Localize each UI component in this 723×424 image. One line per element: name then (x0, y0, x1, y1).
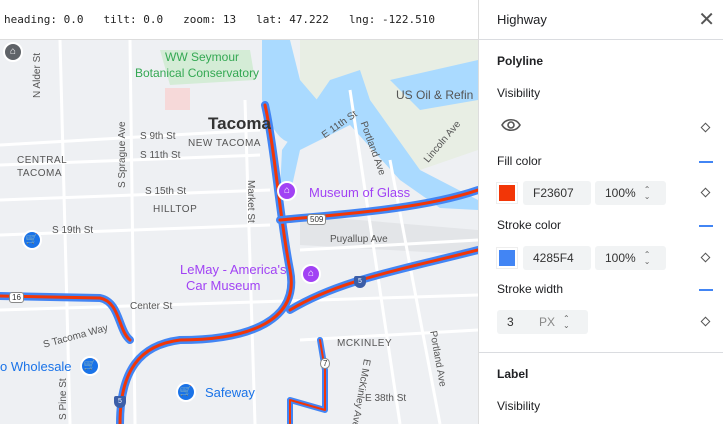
reset-dash-icon[interactable] (699, 161, 713, 163)
fill-hex-input[interactable]: F23607 (523, 181, 591, 205)
zoom-readout: zoom: 13 (183, 13, 237, 26)
water (280, 70, 478, 210)
stroke-width-value: 3 (507, 315, 514, 329)
poi-label[interactable]: o Wholesale (0, 359, 72, 374)
reset-dash-icon[interactable] (699, 289, 713, 291)
lng-readout: lng: -122.510 (348, 13, 436, 26)
streets (0, 40, 478, 424)
stroke-width-input[interactable]: 3 PX ⌃ ⌄ (497, 310, 588, 334)
district-label: NEW TACOMA (188, 138, 261, 149)
lat-readout: lat: 47.222 (256, 13, 329, 26)
style-panel: Highway ✕ Polyline Visibility Fill color… (478, 0, 723, 424)
section-heading: Polyline (497, 54, 544, 68)
route-shield-icon: 509 (307, 214, 327, 225)
section-heading: Label (497, 367, 529, 381)
fill-opacity-input[interactable]: 100% ⌃ ⌄ (595, 181, 666, 205)
museum-pin-icon[interactable]: ⌂ (277, 181, 297, 201)
label-visibility-label: Visibility (497, 399, 541, 413)
street-label: N Alder St (32, 52, 43, 98)
district-label: TACOMA (17, 168, 63, 179)
fill-color-swatch[interactable] (497, 183, 517, 203)
fill-color-label: Fill color (497, 154, 542, 168)
camera-status-bar: heading: 0.0 tilt: 0.0 zoom: 13 lat: 47.… (0, 0, 478, 40)
map-canvas[interactable]: WW Seymour Botanical Conservatory Tacoma… (0, 40, 478, 424)
highway-16 (0, 294, 132, 342)
park (160, 50, 255, 85)
panel-title: Highway (497, 12, 547, 27)
poi-label[interactable]: Botanical Conservatory (135, 66, 260, 80)
tilt-readout: tilt: 0.0 (103, 13, 164, 26)
interstate-shield-icon: 5 (114, 396, 126, 408)
street-label: Center St (130, 301, 173, 312)
street-label: S 15th St (145, 186, 187, 197)
stepper-icon[interactable]: ⌃ ⌄ (643, 185, 651, 201)
highway-509 (278, 188, 478, 222)
district-label: CENTRAL (17, 155, 68, 166)
street-label: S 9th St (140, 131, 176, 142)
unit-label: PX (539, 315, 556, 329)
stroke-color-swatch[interactable] (497, 248, 517, 268)
poi-label[interactable]: WW Seymour (165, 50, 240, 64)
stroke-opacity-input[interactable]: 100% ⌃ ⌄ (595, 246, 666, 270)
route-shield-icon: 7 (320, 358, 331, 369)
industrial (300, 215, 478, 255)
interstate-shield-icon: 5 (354, 276, 366, 288)
poi-label[interactable]: Car Museum (186, 278, 261, 293)
eye-icon[interactable] (501, 118, 713, 132)
stepper-icon[interactable]: ⌃ ⌄ (563, 314, 570, 330)
poi-label[interactable]: LeMay - America's (180, 262, 287, 277)
water (390, 60, 478, 110)
visibility-label: Visibility (497, 86, 541, 100)
district-label: MCKINLEY (337, 338, 393, 349)
shopping-pin-icon[interactable]: 🛒 (80, 356, 100, 376)
street-label: Market St (245, 180, 256, 223)
street-label: Puyallup Ave (330, 234, 388, 245)
street-label: S Pine St (58, 378, 69, 420)
heading-readout: heading: 0.0 (4, 13, 84, 26)
district-label: HILLTOP (153, 204, 198, 215)
poi-pin-icon[interactable]: ⌂ (3, 42, 23, 62)
street-label: S Sprague Ave (117, 121, 128, 188)
shopping-pin-icon[interactable]: 🛒 (176, 382, 196, 402)
highway-i5-east (288, 248, 478, 312)
stroke-color-label: Stroke color (497, 218, 562, 232)
park (165, 88, 190, 110)
fill-opacity-value: 100% (605, 186, 636, 200)
city-label: Tacoma (208, 114, 271, 133)
street-label: S 11th St (140, 150, 181, 161)
stroke-width-label: Stroke width (497, 282, 564, 296)
street-label: S 19th St (52, 225, 94, 236)
stepper-icon[interactable]: ⌃ ⌄ (643, 250, 651, 266)
museum-pin-icon[interactable]: ⌂ (301, 264, 321, 284)
reset-dash-icon[interactable] (699, 225, 713, 227)
poi-label[interactable]: Museum of Glass (309, 185, 411, 200)
shopping-pin-icon[interactable]: 🛒 (22, 230, 42, 250)
street-label: E 38th St (365, 393, 407, 404)
stroke-opacity-value: 100% (605, 251, 636, 265)
poi-label[interactable]: US Oil & Refin (396, 88, 474, 102)
stroke-hex-input[interactable]: 4285F4 (523, 246, 591, 270)
poi-label[interactable]: Safeway (205, 385, 255, 400)
close-icon[interactable]: ✕ (698, 9, 715, 31)
route-shield-icon: 16 (9, 292, 24, 303)
divider (479, 352, 723, 353)
highway-7 (287, 337, 328, 424)
